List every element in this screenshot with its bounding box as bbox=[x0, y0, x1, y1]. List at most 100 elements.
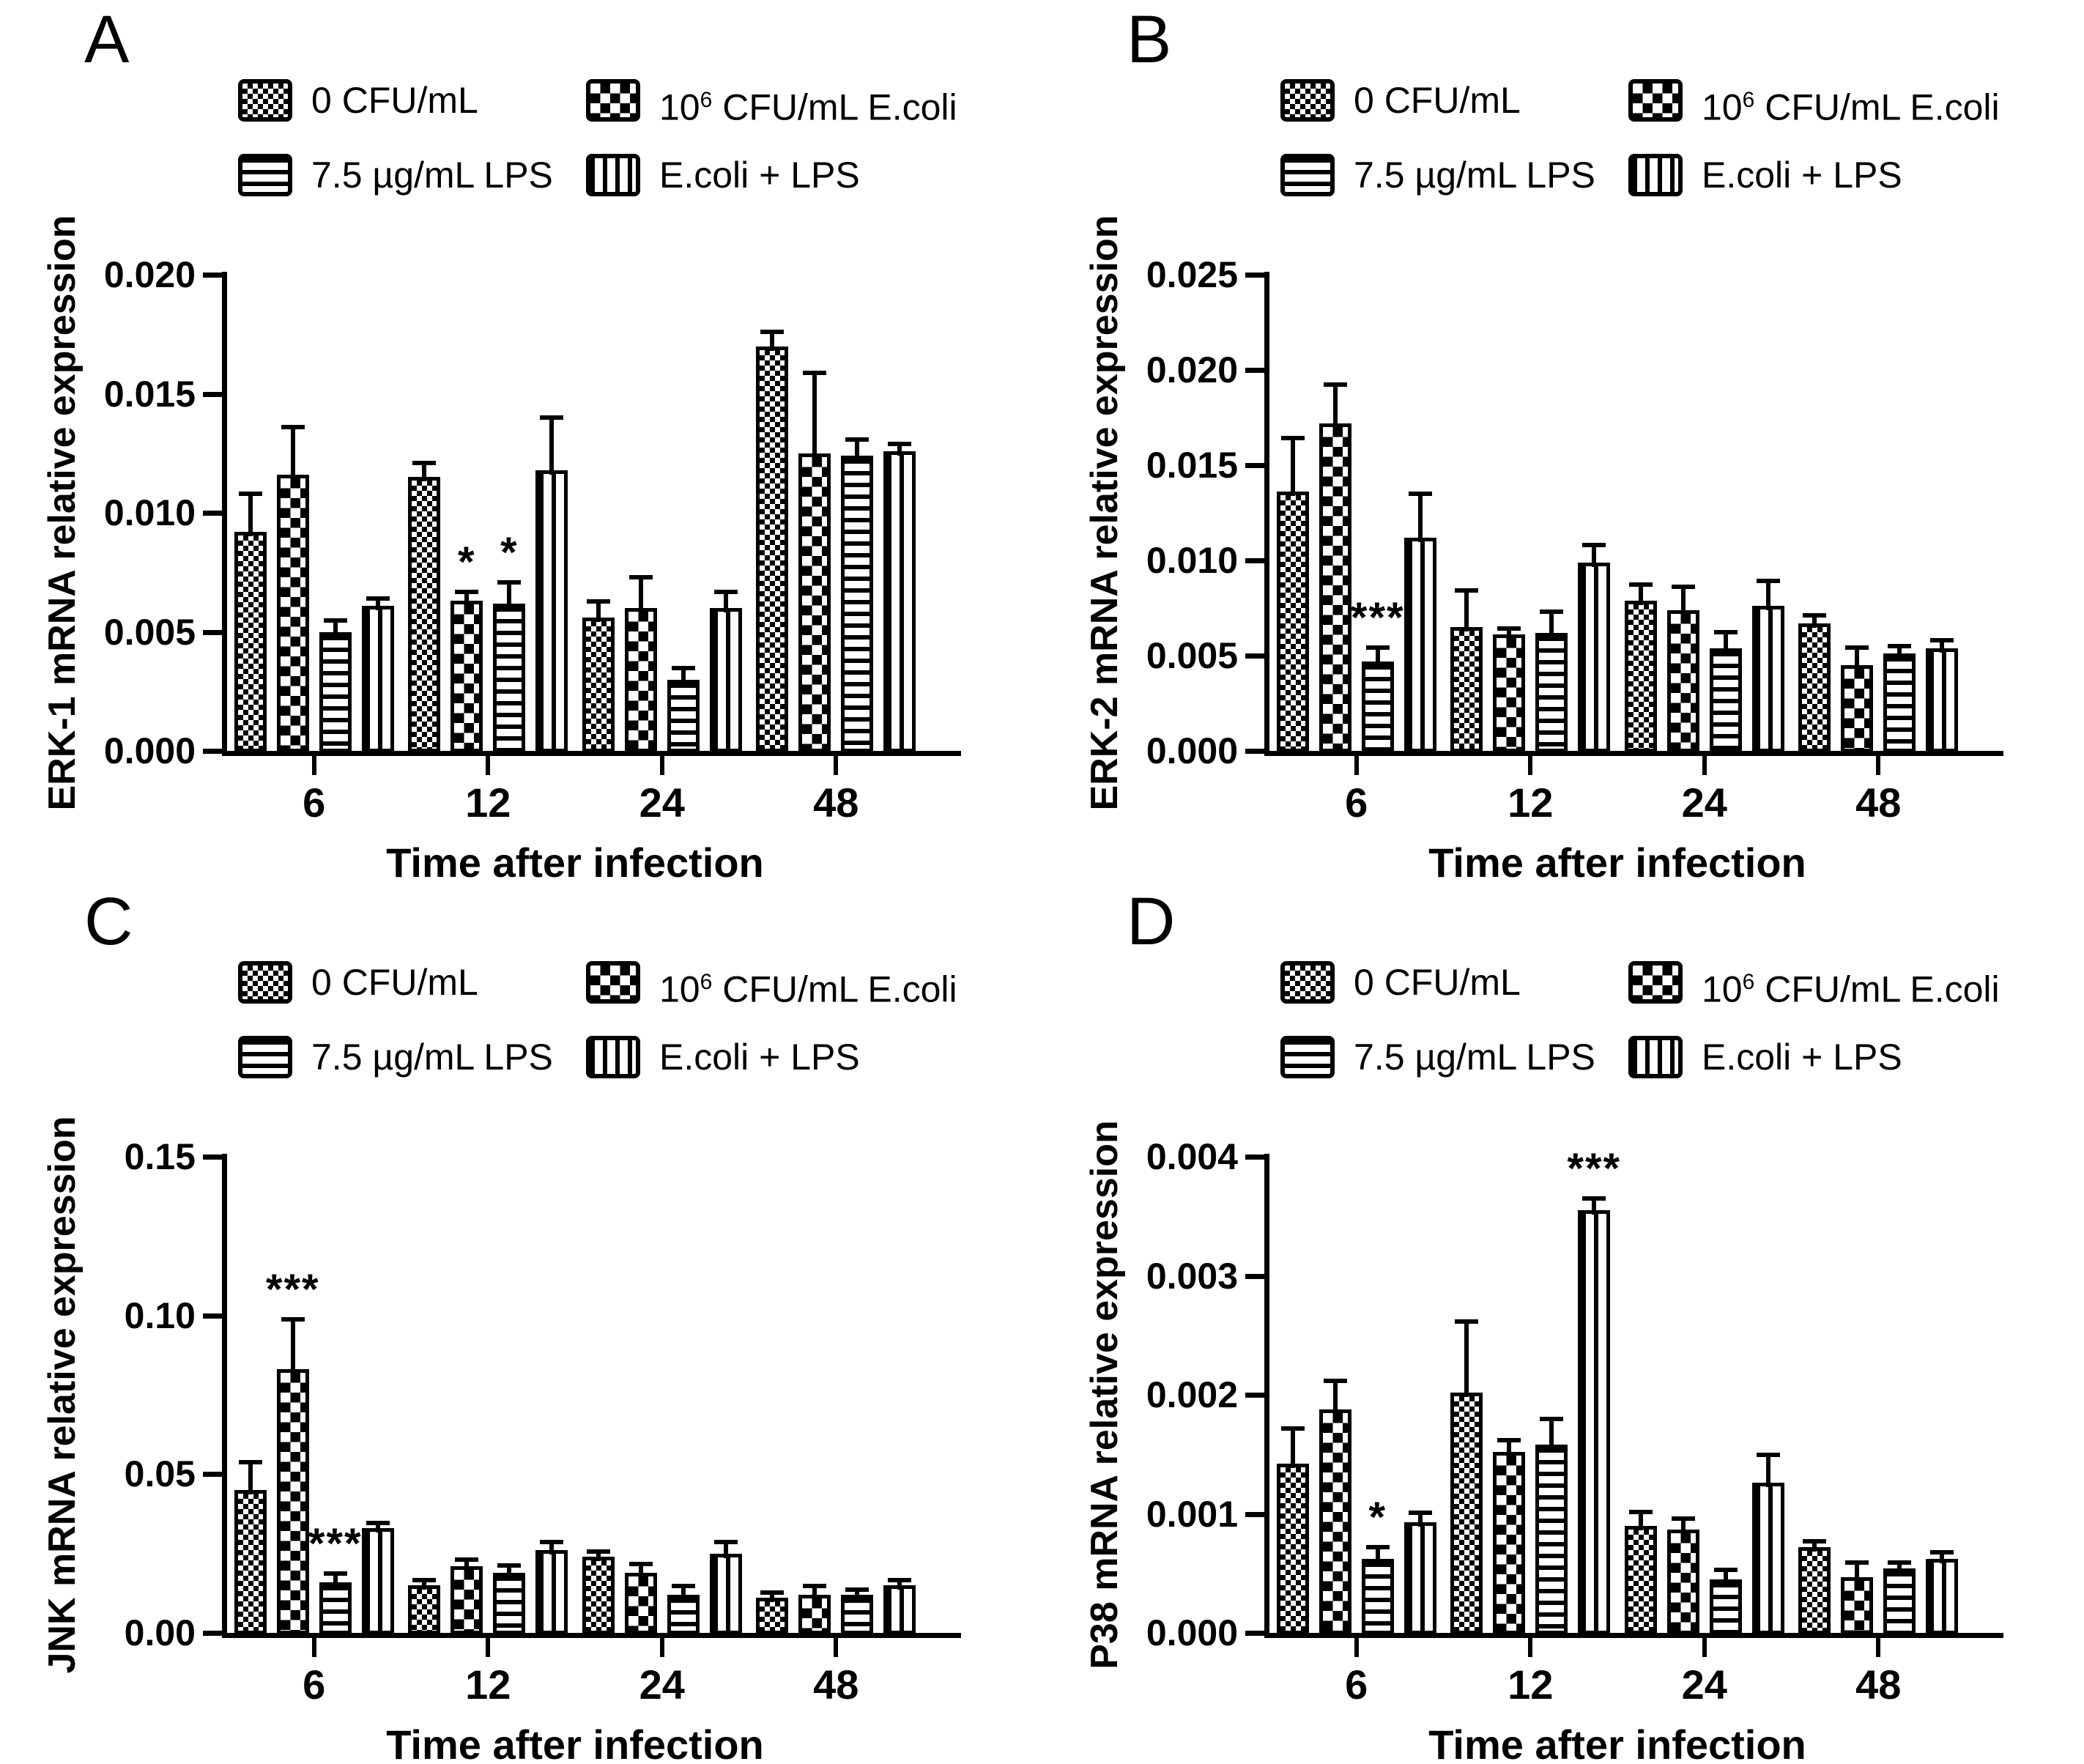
bar bbox=[361, 1528, 394, 1634]
error-bar-cap bbox=[1845, 645, 1869, 651]
legend-label: 0 CFU/mL bbox=[1354, 962, 1521, 1003]
bar bbox=[756, 1598, 789, 1634]
superscript: 6 bbox=[700, 88, 713, 112]
error-bar-cap bbox=[845, 1587, 869, 1592]
error-bar-stem bbox=[1765, 583, 1770, 611]
error-bar-cap bbox=[497, 579, 522, 585]
x-axis-label: Time after infection bbox=[1428, 1722, 1806, 1764]
y-tick-label: 0.015 bbox=[103, 373, 196, 415]
y-tick-mark bbox=[203, 629, 222, 635]
error-bar-cap bbox=[1540, 1416, 1564, 1421]
bar bbox=[1883, 653, 1916, 752]
panel-d: D 0 CFU/mL 106 CFU/mL E.coli 7.5 µg/mL LPS… bbox=[1042, 882, 2084, 1764]
bar bbox=[798, 453, 831, 752]
x-tick-mark bbox=[1876, 1638, 1881, 1657]
bar bbox=[1883, 1568, 1916, 1634]
error-bar-cap bbox=[803, 1584, 827, 1589]
y-tick-mark bbox=[1245, 749, 1264, 754]
error-bar-cap bbox=[366, 596, 390, 601]
y-tick-label: 0.000 bbox=[103, 730, 196, 771]
error-bar-cap bbox=[1323, 1378, 1347, 1383]
y-tick-mark bbox=[203, 273, 222, 278]
error-bar-stem bbox=[1549, 1420, 1554, 1450]
legend-label: 7.5 µg/mL LPS bbox=[1354, 1037, 1595, 1078]
y-tick-mark bbox=[1245, 368, 1264, 373]
bar bbox=[1450, 1392, 1483, 1634]
error-bar-stem bbox=[1464, 1323, 1469, 1397]
error-bar-cap bbox=[760, 330, 785, 335]
error-bar-cap bbox=[671, 1584, 695, 1589]
error-bar-stem bbox=[596, 1553, 601, 1561]
legend-swatch-checker-sm bbox=[1280, 79, 1335, 122]
error-bar-cap bbox=[888, 442, 912, 446]
sig-star: *** bbox=[1567, 1145, 1622, 1193]
error-bar-stem bbox=[1417, 495, 1423, 542]
x-tick-label: 48 bbox=[1855, 1661, 1902, 1708]
error-bar-stem bbox=[897, 1582, 902, 1590]
y-tick-mark bbox=[203, 1631, 222, 1636]
x-tick-label: 12 bbox=[465, 779, 511, 826]
y-tick-mark bbox=[1245, 1393, 1264, 1398]
legend-label: 7.5 µg/mL LPS bbox=[311, 1037, 553, 1078]
bar bbox=[1535, 1445, 1568, 1634]
legend-swatch-checker-lg bbox=[1628, 961, 1683, 1004]
legend-label: 106 CFU/mL E.coli bbox=[1702, 968, 2000, 1010]
error-bar-stem bbox=[1723, 1572, 1728, 1584]
x-tick-mark bbox=[1702, 756, 1707, 775]
error-bar-cap bbox=[845, 437, 869, 442]
error-bar-stem bbox=[1549, 613, 1554, 637]
x-tick-mark bbox=[1354, 756, 1359, 775]
error-bar-stem bbox=[1812, 618, 1817, 628]
error-bar-stem bbox=[855, 1591, 860, 1599]
bar bbox=[408, 1585, 441, 1634]
bar bbox=[319, 631, 352, 752]
bar bbox=[450, 601, 483, 752]
sig-star: *** bbox=[308, 1520, 363, 1568]
error-bar-stem bbox=[681, 670, 686, 684]
error-bar-cap bbox=[803, 370, 827, 375]
y-tick-mark bbox=[203, 391, 222, 397]
bar bbox=[1450, 627, 1483, 752]
y-tick-mark bbox=[203, 1472, 222, 1478]
x-tick-label: 12 bbox=[1508, 779, 1554, 826]
sig-star: * bbox=[500, 528, 519, 577]
legend-swatch-checker-lg bbox=[1628, 79, 1683, 122]
x-axis-label: Time after infection bbox=[386, 840, 764, 886]
bar bbox=[667, 679, 700, 752]
error-bar-cap bbox=[1455, 588, 1479, 593]
y-tick-label: 0.005 bbox=[103, 611, 196, 653]
y-tick-label: 0.002 bbox=[1146, 1374, 1238, 1415]
error-bar-cap bbox=[1756, 1452, 1780, 1457]
error-bar-stem bbox=[1765, 1456, 1770, 1488]
y-tick-label: 0.003 bbox=[1146, 1255, 1238, 1297]
x-tick-mark bbox=[1702, 1638, 1707, 1657]
error-bar-cap bbox=[455, 589, 479, 594]
error-bar-stem bbox=[375, 601, 380, 610]
x-tick-label: 48 bbox=[1855, 779, 1902, 826]
bar bbox=[1624, 600, 1657, 752]
error-bar-stem bbox=[248, 496, 253, 536]
error-bar-stem bbox=[290, 1322, 295, 1374]
y-tick-mark bbox=[1245, 1511, 1264, 1517]
x-tick-label: 24 bbox=[1681, 779, 1727, 826]
bar bbox=[709, 1553, 742, 1634]
error-bar-stem bbox=[1940, 642, 1945, 653]
bar bbox=[1751, 606, 1784, 752]
legend-swatch-hlines bbox=[1280, 1036, 1335, 1078]
error-bar-cap bbox=[713, 589, 738, 594]
x-tick-mark bbox=[1354, 1638, 1359, 1657]
y-tick-label: 0.15 bbox=[124, 1136, 196, 1177]
error-bar-cap bbox=[1323, 382, 1347, 388]
error-bar-cap bbox=[412, 461, 437, 465]
error-bar-cap bbox=[281, 425, 305, 430]
legend-swatch-vlines bbox=[1628, 154, 1683, 196]
error-bar-stem bbox=[770, 1595, 775, 1603]
error-bar-cap bbox=[1628, 582, 1653, 588]
error-bar-cap bbox=[1365, 645, 1390, 651]
bar bbox=[1361, 1559, 1394, 1634]
bar bbox=[1319, 1409, 1351, 1634]
bar bbox=[1666, 609, 1699, 752]
legend-swatch-hlines bbox=[238, 1036, 292, 1078]
x-tick-mark bbox=[311, 756, 316, 775]
bar bbox=[624, 608, 657, 752]
